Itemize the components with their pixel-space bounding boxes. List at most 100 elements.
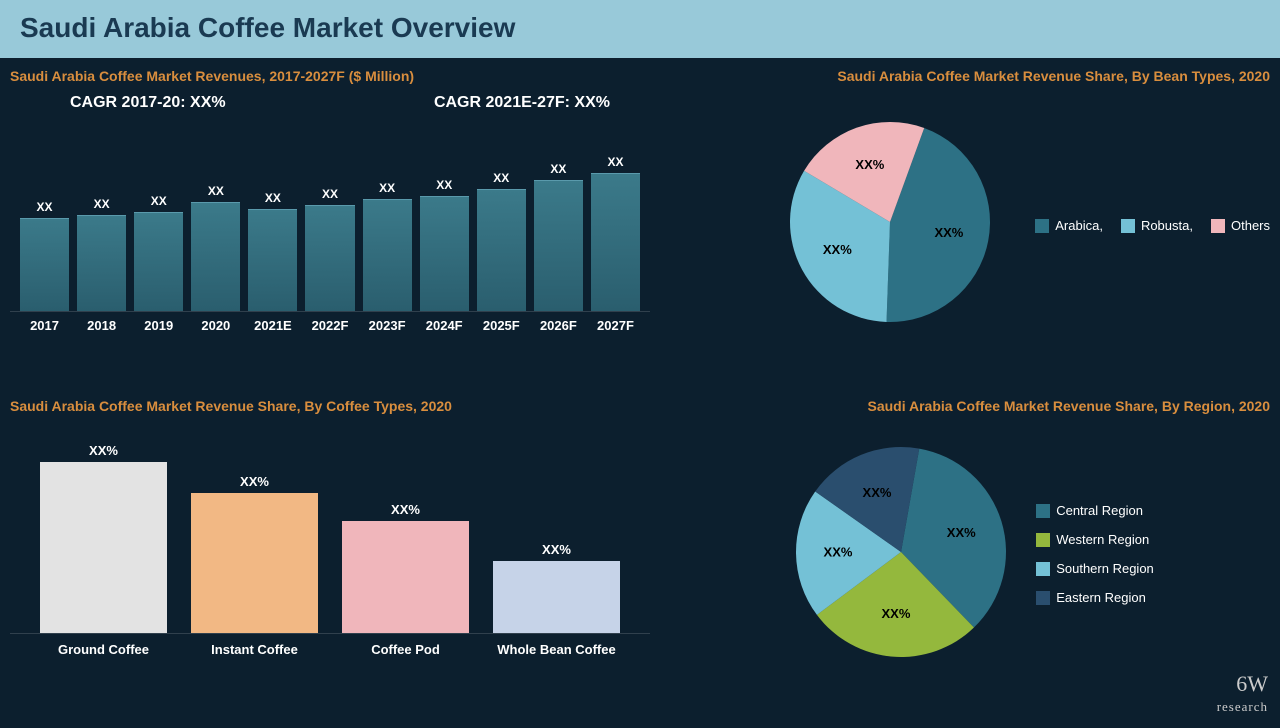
legend-item: Robusta, — [1121, 218, 1193, 233]
revenue-bar-value: XX — [208, 184, 224, 198]
coffee-type-bar: XX% — [342, 502, 469, 633]
pie-slice-label: XX% — [823, 242, 852, 257]
revenue-bar: XX — [477, 171, 526, 311]
legend-label: Central Region — [1056, 503, 1143, 518]
revenue-bar-rect — [477, 189, 526, 311]
revenue-bar-label: 2022F — [305, 318, 354, 333]
revenue-bar-rect — [591, 173, 640, 311]
revenue-bar-value: XX — [322, 187, 338, 201]
revenue-bar-value: XX — [265, 191, 281, 205]
coffee-type-rect — [493, 561, 620, 633]
coffee-type-bar: XX% — [191, 474, 318, 633]
revenue-bar-rect — [363, 199, 412, 311]
page-title: Saudi Arabia Coffee Market Overview — [20, 12, 1260, 44]
revenue-bar-rect — [248, 209, 297, 311]
revenue-bar-value: XX — [379, 181, 395, 195]
legend-label: Southern Region — [1056, 561, 1154, 576]
coffee-type-label: Whole Bean Coffee — [493, 642, 620, 657]
bean-pie-panel: Saudi Arabia Coffee Market Revenue Share… — [660, 68, 1280, 388]
region-pie-title: Saudi Arabia Coffee Market Revenue Share… — [660, 398, 1280, 414]
coffee-type-value: XX% — [89, 443, 118, 458]
revenue-bar-value: XX — [493, 171, 509, 185]
revenue-bar-rect — [420, 196, 469, 311]
revenue-bar-label: 2019 — [134, 318, 183, 333]
coffee-types-title: Saudi Arabia Coffee Market Revenue Share… — [10, 398, 650, 414]
revenue-bar-rect — [305, 205, 354, 311]
legend-color-box — [1036, 591, 1050, 605]
cagr-right: CAGR 2021E-27F: XX% — [434, 94, 610, 112]
revenue-bar-value: XX — [550, 162, 566, 176]
coffee-type-bar: XX% — [493, 542, 620, 633]
revenue-bar-label: 2023F — [363, 318, 412, 333]
legend-item: Others — [1211, 218, 1270, 233]
revenue-bar-label: 2020 — [191, 318, 240, 333]
legend-item: Southern Region — [1036, 561, 1154, 576]
revenue-bar: XX — [420, 178, 469, 311]
pie-slice-label: XX% — [855, 156, 884, 171]
pie-slice-label: XX% — [947, 525, 976, 540]
revenue-bar-rect — [77, 215, 126, 311]
revenue-bar: XX — [363, 181, 412, 311]
legend-label: Western Region — [1056, 532, 1149, 547]
coffee-type-value: XX% — [391, 502, 420, 517]
revenue-bar: XX — [20, 200, 69, 311]
revenue-chart-title: Saudi Arabia Coffee Market Revenues, 201… — [10, 68, 650, 84]
brand-logo: 6W research — [1217, 674, 1268, 714]
revenue-chart-panel: Saudi Arabia Coffee Market Revenues, 201… — [10, 68, 650, 388]
legend-item: Central Region — [1036, 503, 1154, 518]
region-pie-panel: Saudi Arabia Coffee Market Revenue Share… — [660, 398, 1280, 718]
revenue-bar-label: 2026F — [534, 318, 583, 333]
legend-label: Others — [1231, 218, 1270, 233]
bean-pie-legend: Arabica, Robusta, Others — [1035, 218, 1270, 233]
bean-pie-svg: XX% XX% XX% — [780, 112, 1000, 332]
header-bar: Saudi Arabia Coffee Market Overview — [0, 0, 1280, 58]
legend-item: Arabica, — [1035, 218, 1103, 233]
coffee-type-rect — [191, 493, 318, 633]
pie-slice-label: XX% — [824, 544, 853, 559]
coffee-type-rect — [342, 521, 469, 633]
revenue-bar-rect — [134, 212, 183, 311]
revenue-bar-labels: 2017 2018 2019 2020 2021E 2022F 2023F 2024F 2025… — [10, 312, 650, 333]
revenue-bar-label: 2024F — [420, 318, 469, 333]
revenue-bar-value: XX — [37, 200, 53, 214]
coffee-type-label: Instant Coffee — [191, 642, 318, 657]
legend-label: Arabica, — [1055, 218, 1103, 233]
coffee-type-label: Coffee Pod — [342, 642, 469, 657]
legend-color-box — [1036, 504, 1050, 518]
revenue-bars-area: XX XX XX XX XX XX XX XX XX XX XX — [10, 122, 650, 312]
revenue-bar-label: 2025F — [477, 318, 526, 333]
dashboard-grid: Saudi Arabia Coffee Market Revenues, 201… — [0, 58, 1280, 728]
legend-color-box — [1036, 562, 1050, 576]
cagr-row: CAGR 2017-20: XX% CAGR 2021E-27F: XX% — [10, 94, 650, 122]
legend-label: Robusta, — [1141, 218, 1193, 233]
coffee-type-value: XX% — [542, 542, 571, 557]
revenue-bar-value: XX — [151, 194, 167, 208]
pie-slice-label: XX% — [863, 485, 892, 500]
revenue-bar-value: XX — [94, 197, 110, 211]
region-pie-wrap: XX%XX%XX%XX% Central RegionWestern Regio… — [660, 424, 1280, 684]
coffee-types-panel: Saudi Arabia Coffee Market Revenue Share… — [10, 398, 650, 718]
revenue-bar-label: 2021E — [248, 318, 297, 333]
legend-color-box — [1035, 219, 1049, 233]
revenue-bar: XX — [191, 184, 240, 311]
bean-pie-title: Saudi Arabia Coffee Market Revenue Share… — [660, 68, 1280, 84]
legend-item: Eastern Region — [1036, 590, 1154, 605]
revenue-bar: XX — [134, 194, 183, 311]
revenue-bar-value: XX — [436, 178, 452, 192]
region-pie-legend: Central Region Western Region Southern Reg… — [1036, 503, 1154, 605]
legend-color-box — [1036, 533, 1050, 547]
revenue-bar: XX — [77, 197, 126, 311]
coffee-type-value: XX% — [240, 474, 269, 489]
revenue-bar-rect — [191, 202, 240, 311]
pie-slice-label: XX% — [934, 224, 963, 239]
revenue-bar-rect — [20, 218, 69, 311]
logo-main: 6W — [1236, 671, 1268, 696]
revenue-bar-label: 2017 — [20, 318, 69, 333]
revenue-bar-label: 2018 — [77, 318, 126, 333]
revenue-bar: XX — [534, 162, 583, 311]
coffee-types-labels: Ground Coffee Instant Coffee Coffee Pod Who… — [10, 634, 650, 657]
revenue-bar-value: XX — [607, 155, 623, 169]
legend-color-box — [1121, 219, 1135, 233]
revenue-bar-rect — [534, 180, 583, 311]
coffee-type-label: Ground Coffee — [40, 642, 167, 657]
